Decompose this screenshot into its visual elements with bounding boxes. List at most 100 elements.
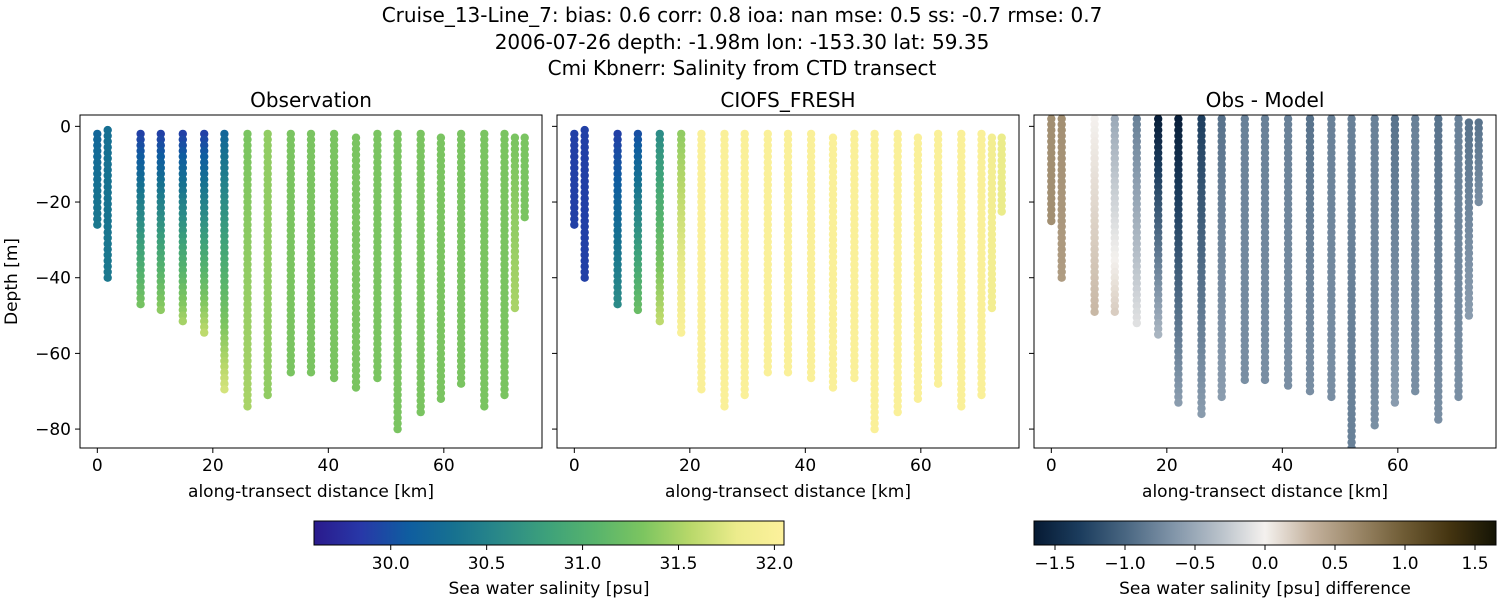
- data-point: [697, 385, 706, 394]
- data-point: [1347, 443, 1356, 448]
- data-point: [1057, 273, 1066, 282]
- axes-frame: [79, 114, 543, 449]
- data-point: [510, 303, 520, 313]
- x-tick-label: 20: [1156, 456, 1178, 476]
- data-point: [655, 317, 664, 326]
- data-point: [1283, 381, 1293, 390]
- data-point: [1474, 197, 1483, 207]
- data-point: [1047, 216, 1056, 226]
- y-tick-label: −20: [35, 193, 71, 213]
- data-point: [156, 305, 165, 315]
- colorbars: 30.0 30.5 31.0 31.5 32.0 Sea water salinity […: [313, 520, 1497, 599]
- data-point: [677, 328, 686, 337]
- x-axis-label: along-transect distance [km]: [188, 482, 434, 502]
- panel-title: CIOFS_FRESH: [720, 88, 855, 112]
- data-point: [1090, 307, 1099, 316]
- data-point: [828, 383, 838, 392]
- data-point: [997, 207, 1006, 216]
- data-point: [351, 383, 361, 392]
- data-point: [1327, 392, 1336, 402]
- data-point: [783, 368, 793, 377]
- data-points: [93, 125, 529, 434]
- y-tick-label: −80: [35, 420, 71, 440]
- data-point: [393, 424, 402, 434]
- colorbar-tick-label: −1.0: [1104, 554, 1145, 574]
- data-point: [1217, 392, 1226, 402]
- data-point: [136, 300, 145, 309]
- data-point: [1154, 330, 1163, 339]
- x-tick-label: 20: [202, 456, 224, 476]
- data-point: [500, 390, 509, 400]
- colorbar-gradient: [313, 520, 785, 546]
- data-point: [580, 273, 589, 282]
- data-point: [286, 368, 295, 377]
- y-axis-label: Depth [m]: [2, 238, 22, 325]
- colorbar-2: −1.5 −1.0 −0.5 0.0 0.5 1.0 1.5 Sea water salini…: [1033, 520, 1497, 599]
- data-point: [957, 402, 966, 411]
- data-point: [1110, 307, 1120, 316]
- x-tick-label: 0: [569, 456, 580, 476]
- data-point: [520, 213, 529, 222]
- data-point: [1434, 415, 1443, 424]
- data-point: [893, 407, 902, 417]
- x-tick-label: 40: [1272, 456, 1294, 476]
- panel-3: Obs - Model 0 20 40 60 along-transect distanc…: [1029, 88, 1497, 502]
- colorbar-tick-label: 31.5: [660, 554, 698, 574]
- data-point: [1464, 311, 1474, 320]
- colorbar-tick-label: 0.0: [1251, 554, 1278, 574]
- data-point: [633, 305, 643, 315]
- colorbar-gradient: [1033, 520, 1497, 546]
- panel-1: Observation 0 20 40 60 along-transect distanc…: [2, 88, 543, 502]
- panel-title: Obs - Model: [1206, 88, 1325, 112]
- data-points: [1047, 115, 1483, 448]
- panel-2: CIOFS_FRESH 0 20 40 60 along-transect distanc…: [552, 88, 1020, 502]
- colorbar-tick-label: 30.5: [468, 554, 506, 574]
- y-tick-label: −60: [35, 344, 71, 364]
- data-point: [480, 402, 489, 411]
- colorbar-1: 30.0 30.5 31.0 31.5 32.0 Sea water salinity […: [313, 520, 793, 599]
- y-tick-label: 0: [60, 117, 71, 137]
- data-point: [1370, 421, 1379, 430]
- data-point: [1390, 398, 1400, 407]
- colorbar-tick-label: 1.0: [1391, 554, 1418, 574]
- axes-frame: [556, 114, 1020, 449]
- title-line-2: 2006-07-26 depth: -1.98m lon: -153.30 la…: [495, 30, 990, 54]
- data-point: [740, 390, 749, 400]
- panel-title: Observation: [250, 88, 372, 112]
- data-point: [263, 390, 272, 400]
- axes-frame: [1033, 114, 1497, 449]
- data-point: [416, 407, 425, 417]
- colorbar-label: Sea water salinity [psu] difference: [1119, 579, 1411, 599]
- colorbar-tick-label: 1.5: [1461, 554, 1488, 574]
- data-point: [1240, 375, 1250, 385]
- data-point: [1454, 392, 1463, 402]
- data-point: [987, 303, 997, 313]
- data-point: [977, 390, 986, 400]
- x-tick-label: 60: [910, 456, 932, 476]
- colorbar-label: Sea water salinity [psu]: [449, 579, 650, 599]
- x-tick-label: 60: [433, 456, 455, 476]
- x-axis-label: along-transect distance [km]: [665, 482, 911, 502]
- data-point: [1197, 409, 1206, 419]
- data-point: [1411, 387, 1420, 396]
- data-point: [306, 368, 316, 377]
- panels: Observation 0 20 40 60 along-transect distanc…: [2, 88, 1497, 502]
- title-line-1: Cruise_13-Line_7: bias: 0.6 corr: 0.8 io…: [382, 3, 1103, 27]
- data-point: [763, 368, 772, 377]
- x-axis-label: along-transect distance [km]: [1142, 482, 1388, 502]
- data-point: [870, 424, 879, 434]
- colorbar-tick-label: 30.0: [372, 554, 410, 574]
- data-point: [220, 385, 229, 394]
- data-point: [243, 402, 252, 411]
- data-point: [103, 273, 112, 282]
- data-point: [806, 373, 816, 383]
- x-tick-label: 40: [318, 456, 340, 476]
- data-point: [933, 379, 943, 388]
- colorbar-tick-label: −0.5: [1174, 554, 1215, 574]
- colorbar-tick-label: 0.5: [1321, 554, 1348, 574]
- data-point: [850, 373, 859, 383]
- data-points: [570, 125, 1006, 434]
- data-point: [913, 394, 923, 403]
- data-point: [570, 220, 579, 229]
